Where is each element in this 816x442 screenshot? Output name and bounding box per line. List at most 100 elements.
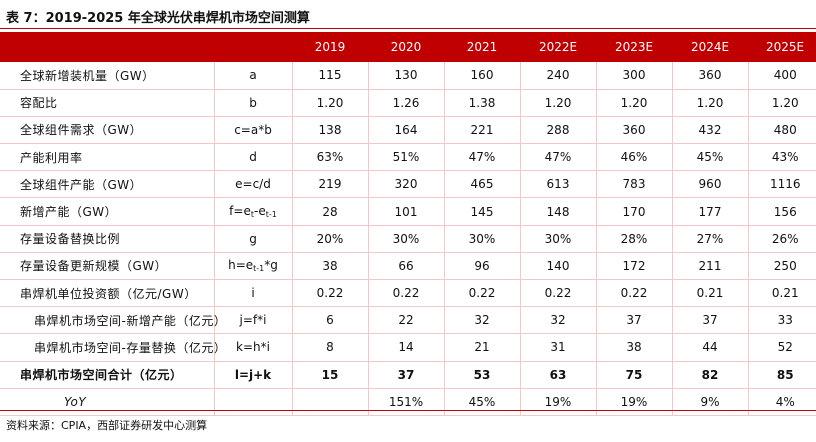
row-label: 全球新增装机量（GW） — [0, 62, 214, 90]
cell: 63% — [291, 143, 368, 172]
table-row: 存量设备替换比例 g 20% 30% 30% 30% 28% 27% 26% — [0, 225, 816, 253]
table-row: 容配比 b 1.20 1.26 1.38 1.20 1.20 1.20 1.20 — [0, 89, 816, 117]
cell: 1.26 — [367, 89, 444, 117]
cell: 300 — [595, 62, 672, 90]
cell: 221 — [443, 116, 520, 145]
header-year: 2022E — [538, 40, 578, 54]
cell: 170 — [595, 197, 672, 226]
table-row: 存量设备更新规模（GW） h=et-1*g 38 66 96 140 172 2… — [0, 252, 816, 281]
table-row-yoy: YoY 151% 45% 19% 19% 9% 4% — [0, 388, 816, 416]
row-formula: g — [213, 225, 292, 253]
top-rule — [0, 28, 816, 29]
cell: 151% — [367, 388, 444, 416]
cell: 32 — [443, 306, 520, 335]
table-title: 表 7：2019-2025 年全球光伏串焊机市场空间测算 — [6, 11, 310, 26]
cell: 45% — [443, 388, 520, 416]
cell: 26% — [747, 225, 816, 253]
market-table: 2019 2020 2021 2022E 2023E 2024E 2025E 全… — [0, 32, 816, 416]
cell: 96 — [443, 252, 520, 281]
cell: 31 — [519, 333, 596, 362]
cell: 52 — [747, 333, 816, 362]
bottom-rule — [0, 410, 816, 411]
cell: 37 — [595, 306, 672, 335]
row-formula: j=f*i — [213, 306, 292, 335]
header-label-cell — [0, 32, 214, 62]
cell: 46% — [595, 143, 672, 172]
cell: 47% — [443, 143, 520, 172]
cell: 465 — [443, 170, 520, 199]
row-label: 串焊机市场空间合计（亿元） — [0, 361, 214, 389]
formula-mid: *g — [264, 258, 278, 273]
header-year: 2021 — [466, 40, 498, 54]
header-year: 2020 — [390, 40, 422, 54]
row-label: 串焊机市场空间-存量替换（亿元） — [0, 333, 226, 362]
table-row: 串焊机市场空间-新增产能（亿元） j=f*i 6 22 32 32 37 37 … — [0, 306, 816, 335]
cell: 19% — [595, 388, 672, 416]
table-row: 新增产能（GW） f=et-et-1 28 101 145 148 170 17… — [0, 197, 816, 226]
cell: 37 — [671, 306, 748, 335]
header-year: 2023E — [614, 40, 654, 54]
cell: 320 — [367, 170, 444, 199]
source-note: 资料来源：CPIA，西部证券研发中心测算 — [6, 419, 208, 432]
formula-main: f=e — [229, 204, 251, 219]
cell: 4% — [747, 388, 816, 416]
cell: 15 — [291, 361, 368, 389]
row-formula: b — [213, 89, 292, 117]
cell: 145 — [443, 197, 520, 226]
formula-main: h=e — [228, 258, 254, 273]
cell: 38 — [291, 252, 368, 281]
cell: 38 — [595, 333, 672, 362]
cell: 85 — [747, 361, 816, 389]
cell: 44 — [671, 333, 748, 362]
row-label: 容配比 — [0, 89, 214, 117]
cell: 82 — [671, 361, 748, 389]
cell: 101 — [367, 197, 444, 226]
cell: 33 — [747, 306, 816, 335]
cell: 360 — [595, 116, 672, 145]
row-label: 全球组件产能（GW） — [0, 170, 214, 199]
cell: 240 — [519, 62, 596, 90]
cell: 288 — [519, 116, 596, 145]
cell: 1.20 — [291, 89, 368, 117]
cell: 19% — [519, 388, 596, 416]
cell: 63 — [519, 361, 596, 389]
table-row: 全球组件产能（GW） e=c/d 219 320 465 613 783 960… — [0, 170, 816, 199]
cell: 66 — [367, 252, 444, 281]
row-label: 存量设备替换比例 — [0, 225, 214, 253]
formula-subscript: t — [250, 210, 254, 220]
row-label: 全球组件需求（GW） — [0, 116, 214, 145]
row-label: 产能利用率 — [0, 143, 214, 172]
row-label: 新增产能（GW） — [0, 197, 214, 226]
formula-subscript: t-1 — [253, 264, 265, 274]
cell: 9% — [671, 388, 748, 416]
cell: 960 — [671, 170, 748, 199]
table-row: 全球组件需求（GW） c=a*b 138 164 221 288 360 432… — [0, 116, 816, 145]
cell: 211 — [671, 252, 748, 281]
cell: 140 — [519, 252, 596, 281]
cell: 27% — [671, 225, 748, 253]
table-row: 产能利用率 d 63% 51% 47% 47% 46% 45% 43% — [0, 143, 816, 172]
row-formula: k=h*i — [213, 333, 292, 362]
cell: 1.20 — [595, 89, 672, 117]
table-row-total: 串焊机市场空间合计（亿元） l=j+k 15 37 53 63 75 82 85 — [0, 361, 816, 389]
cell: 0.21 — [671, 279, 748, 308]
cell: 613 — [519, 170, 596, 199]
cell: 47% — [519, 143, 596, 172]
cell: 14 — [367, 333, 444, 362]
cell: 1.20 — [671, 89, 748, 117]
cell: 0.22 — [443, 279, 520, 308]
cell: 400 — [747, 62, 816, 90]
row-formula: d — [213, 143, 292, 172]
row-formula: f=et-et-1 — [213, 197, 292, 226]
cell: 1.20 — [519, 89, 596, 117]
cell: 160 — [443, 62, 520, 90]
cell: 1116 — [747, 170, 816, 199]
cell: 30% — [443, 225, 520, 253]
cell: 37 — [367, 361, 444, 389]
cell: 22 — [367, 306, 444, 335]
cell: 45% — [671, 143, 748, 172]
cell: 53 — [443, 361, 520, 389]
cell: 30% — [519, 225, 596, 253]
cell: 75 — [595, 361, 672, 389]
cell: 172 — [595, 252, 672, 281]
